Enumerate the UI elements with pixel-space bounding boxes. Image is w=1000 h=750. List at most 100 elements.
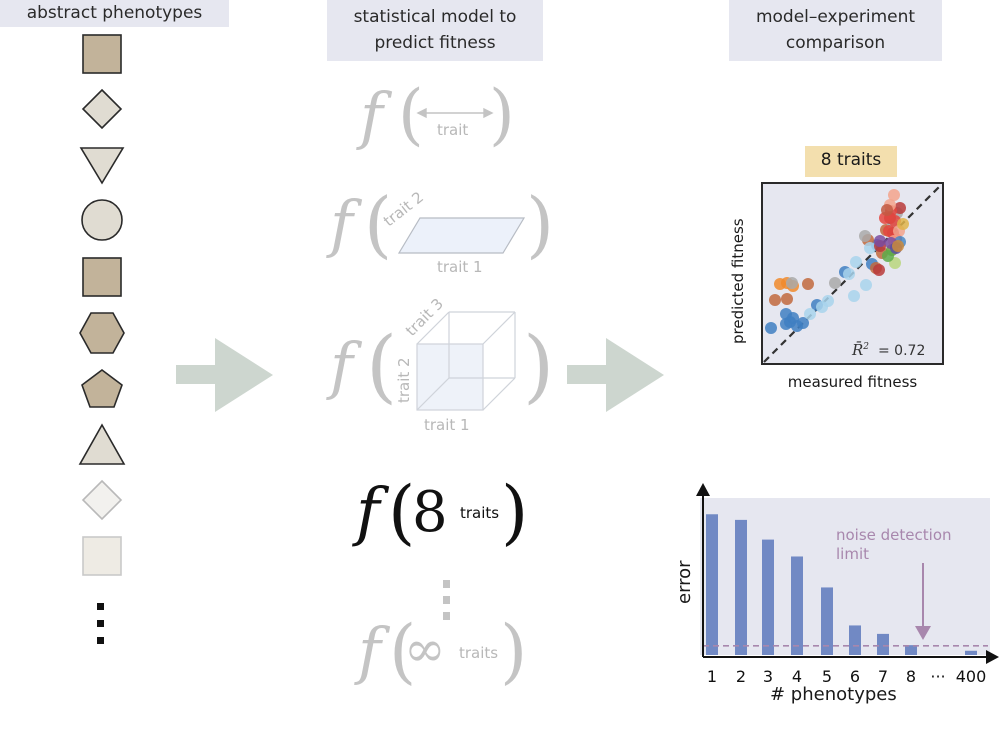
r2-value: = 0.72 — [878, 343, 926, 359]
infinity-symbol: ∞ — [404, 620, 446, 678]
x-tick-label: 400 — [956, 667, 987, 686]
x-tick-label: 5 — [822, 667, 832, 686]
bar-7 — [877, 633, 889, 655]
scatter-point — [883, 225, 895, 237]
axes — [696, 483, 999, 664]
scatter-point — [797, 317, 809, 329]
bar-400 — [965, 650, 977, 655]
phenotypes-title-text: abstract phenotypes — [26, 3, 203, 23]
bar-6 — [849, 625, 861, 655]
x-tick-label: 8 — [906, 667, 916, 686]
square-shape — [82, 34, 122, 74]
scatter-point — [769, 294, 781, 306]
open-paren: ( — [366, 319, 398, 412]
bar-8 — [905, 645, 917, 655]
scatter-point — [850, 256, 862, 268]
trait-axis-1d — [416, 107, 494, 119]
traits-label: traits — [459, 644, 499, 662]
f-symbol: f — [330, 187, 353, 260]
open-paren: ( — [364, 182, 393, 266]
scatter-point — [786, 277, 798, 289]
scatter-point — [864, 242, 876, 254]
bar-3 — [762, 539, 774, 655]
trait2-label: trait 2 — [395, 357, 413, 403]
scatter-xlabel: measured fitness — [787, 373, 918, 391]
bar-chart: 1 2 3 4 5 6 7 8 ··· 400 — [696, 483, 999, 686]
scatter-point — [843, 268, 855, 280]
trait-plane — [397, 217, 526, 254]
bar-1 — [706, 514, 718, 655]
scatter-points — [765, 189, 909, 334]
open-paren: ( — [398, 76, 424, 153]
close-paren: ) — [489, 76, 515, 153]
model-title-line2: predict fitness — [374, 33, 496, 53]
vertical-ellipsis — [443, 580, 450, 620]
scatter-point — [822, 295, 834, 307]
arrow-icon — [567, 338, 664, 412]
x-tick-label: 3 — [763, 667, 773, 686]
model-title-line1: statistical model to — [353, 7, 517, 27]
pentagon-shape — [81, 369, 123, 408]
model-title: statistical model to predict fitness — [327, 0, 543, 61]
square-shape — [82, 257, 122, 297]
diamond-shape-faint — [81, 479, 123, 521]
trait1-label: trait 1 — [437, 258, 483, 276]
scatter-badge-text: 8 traits — [820, 150, 882, 170]
r2-symbol: R̄2 — [852, 341, 870, 359]
badge-box — [805, 146, 897, 177]
traits-label: traits — [460, 504, 500, 522]
x-tick-label: 4 — [792, 667, 802, 686]
noise-arrow — [915, 563, 931, 640]
scatter-point — [859, 230, 871, 242]
scatter-point — [765, 322, 777, 334]
bar-ylabel: error — [674, 560, 695, 604]
bar-xlabel: # phenotypes — [770, 684, 897, 705]
scatter-point — [804, 308, 816, 320]
x-tick-label: 6 — [850, 667, 860, 686]
scatter-point — [848, 290, 860, 302]
phenotype-shapes — [78, 34, 126, 576]
close-paren: ) — [526, 182, 555, 266]
scatter-panel — [761, 146, 944, 365]
hexagon-shape — [79, 312, 125, 354]
phenotypes-title: abstract phenotypes — [0, 0, 229, 27]
noise-annotation-line2: limit — [836, 545, 869, 563]
triangle-up-shape — [78, 423, 126, 465]
scatter-point — [860, 279, 872, 291]
comparison-title-line1: model–experiment — [755, 7, 916, 27]
scatter-point — [829, 277, 841, 289]
open-paren: ( — [389, 610, 417, 692]
x-tick-label: 1 — [707, 667, 717, 686]
trait-cube — [416, 311, 516, 411]
bar-2 — [735, 519, 747, 655]
scatter-point — [881, 204, 893, 216]
x-tick-label: ··· — [930, 667, 945, 686]
circle-shape — [81, 199, 123, 241]
f-symbol: f — [360, 79, 383, 152]
scatter-point — [787, 312, 799, 324]
close-paren: ) — [500, 610, 528, 692]
f-symbol-active: f — [356, 475, 380, 549]
f-symbol: f — [330, 329, 353, 402]
square-shape-faint — [82, 536, 122, 576]
scatter-point — [882, 250, 894, 262]
open-paren: ( — [388, 471, 416, 553]
triangle-down-shape — [79, 147, 125, 185]
scatter-point — [781, 293, 793, 305]
trait-label: trait — [437, 121, 469, 139]
scatter-ylabel: predicted fitness — [729, 218, 747, 344]
bar-4 — [791, 556, 803, 655]
bars — [706, 514, 977, 655]
comparison-title-line2: comparison — [785, 33, 886, 53]
x-tick-label: 2 — [736, 667, 746, 686]
scatter-point — [874, 235, 886, 247]
x-tick-labels: 1 2 3 4 5 6 7 8 ··· 400 — [707, 667, 986, 686]
ellipsis-dots — [97, 603, 104, 644]
scatter-point — [873, 264, 885, 276]
bar-5 — [821, 587, 833, 655]
bar-plot-area — [700, 498, 990, 655]
arrow-icon — [176, 338, 273, 412]
eight-symbol: 8 — [412, 480, 448, 545]
f-symbol: f — [358, 614, 381, 687]
